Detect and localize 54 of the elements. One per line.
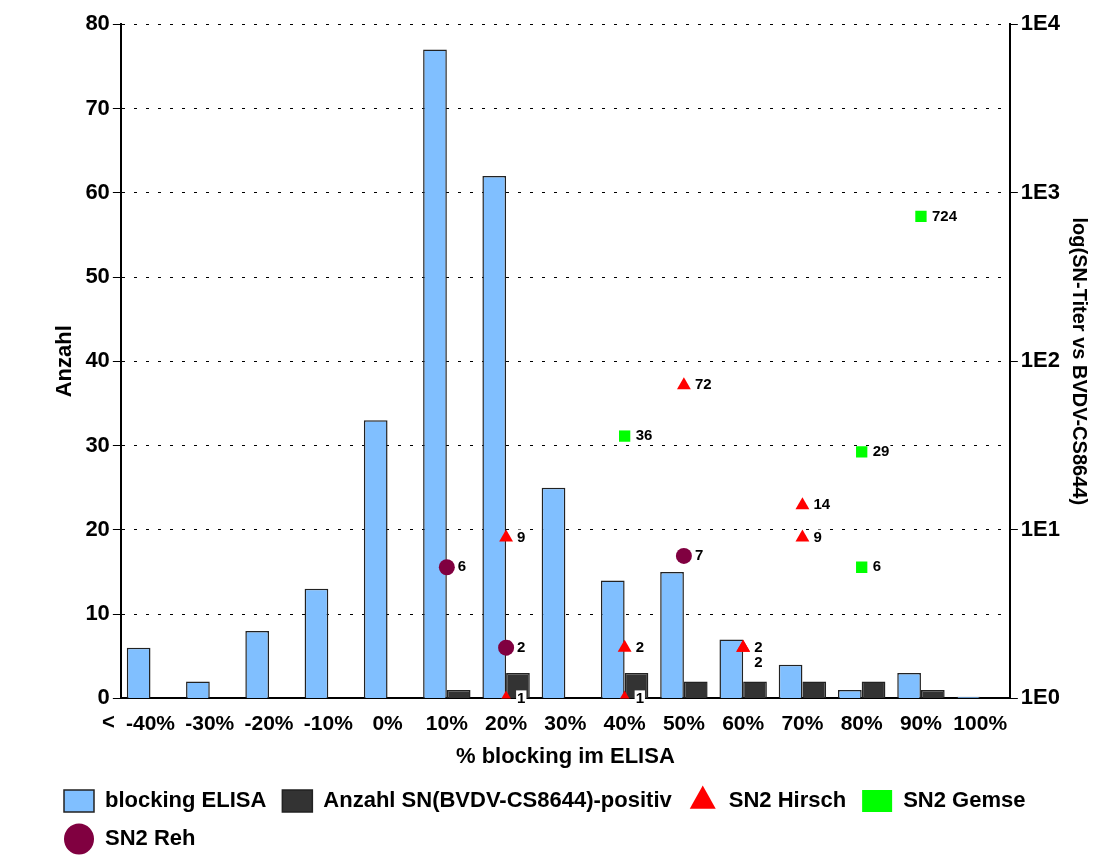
y2-tick-label: 1E1 [1020, 515, 1061, 541]
data-label: 6 [872, 557, 882, 575]
x-tick-label: 80% [840, 710, 884, 734]
x-tick-label: 10% [425, 710, 469, 734]
data-label: 2 [754, 652, 763, 670]
data-label: 9 [517, 527, 526, 545]
data-label: 1 [517, 688, 526, 706]
x-tick-label: 20% [485, 710, 528, 734]
x-tick-label: 40% [603, 710, 646, 734]
legend-label: Anzahl SN(BVDV-CS8644)-positiv [323, 787, 673, 813]
data-label: 6 [457, 557, 467, 575]
x-tick-label: -30% [185, 710, 235, 734]
x-tick-label: -20% [244, 710, 294, 734]
y-tick-label: 60 [85, 178, 110, 204]
y2-tick-label: 1E4 [1020, 10, 1061, 36]
data-label: 72 [694, 375, 712, 393]
data-label: 1 [635, 688, 644, 706]
data-label: 724 [931, 206, 958, 224]
y-tick-label: 0 [97, 684, 110, 710]
x-tick-label: -40% [125, 710, 176, 734]
y-tick-label: 40 [85, 347, 110, 373]
x-tick-label: 50% [662, 710, 706, 734]
x-tick-label: 0% [372, 710, 404, 734]
y-tick-label: 50 [85, 263, 110, 289]
data-label: 14 [813, 495, 831, 513]
data-label: 2 [517, 637, 526, 655]
y-tick-label: 10 [85, 600, 110, 626]
text: < [102, 709, 115, 735]
x-tick-label: 100% [953, 710, 1008, 734]
data-label: 2 [635, 637, 644, 655]
legend-label: blocking ELISA [105, 787, 267, 813]
x-axis-title: % blocking im ELISA [455, 742, 675, 768]
data-label: 29 [872, 442, 890, 460]
y-tick-label: 30 [85, 431, 110, 457]
y2-tick-label: 1E3 [1020, 178, 1061, 204]
y2-tick-label: 1E2 [1020, 347, 1061, 373]
data-label: 2 [754, 637, 763, 655]
x-tick-label: 30% [544, 710, 587, 734]
legend-label: SN2 Hirsch [728, 787, 847, 813]
x-tick-label: 90% [899, 710, 943, 734]
legend-label: SN2 Gemse [903, 787, 1026, 813]
y-tick-label: 20 [85, 515, 110, 541]
x-tick-label: -10% [303, 710, 354, 734]
legend-label: SN2 Reh [105, 825, 196, 851]
data-label: 36 [635, 426, 653, 444]
y2-axis-title: log(SN-Titer vs BVDV-CS8644) [1069, 217, 1092, 506]
y-axis-title: Anzahl [51, 325, 77, 398]
x-tick-label: 70% [781, 710, 824, 734]
y-tick-label: 70 [85, 94, 110, 120]
x-tick-label: 60% [722, 710, 765, 734]
data-label: 7 [694, 546, 704, 564]
data-label: 9 [813, 527, 822, 545]
y2-tick-label: 1E0 [1020, 684, 1061, 710]
y-tick-label: 80 [85, 10, 110, 36]
